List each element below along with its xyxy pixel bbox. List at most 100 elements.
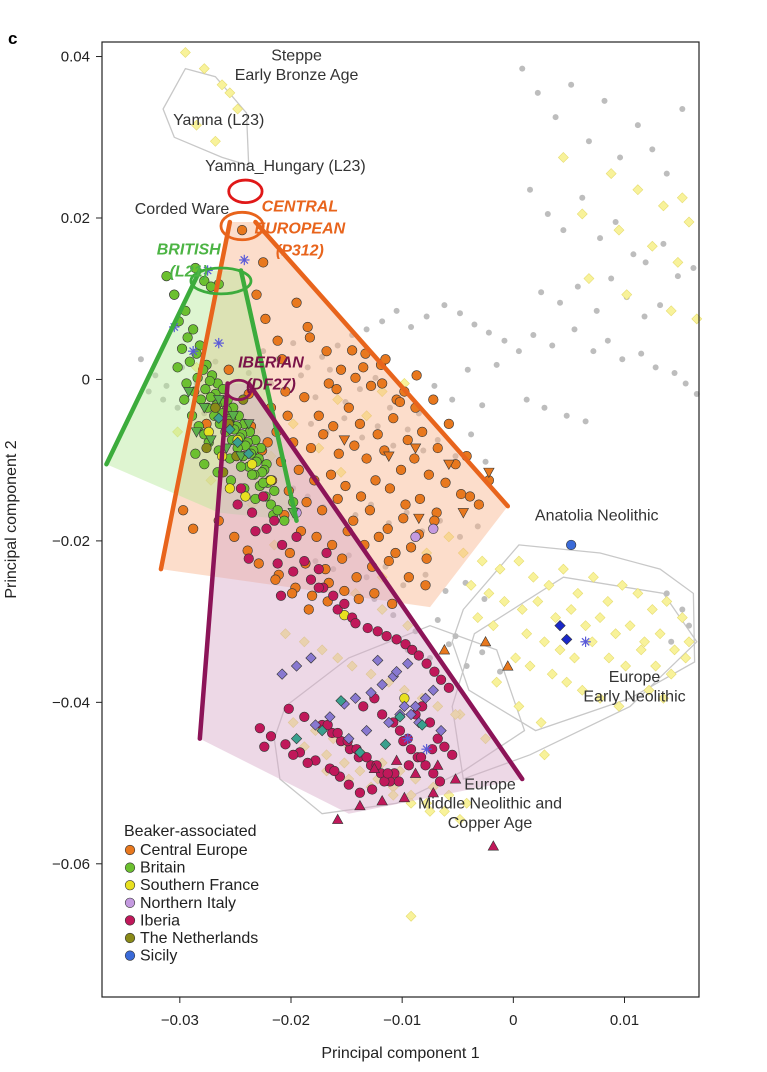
data-point-circle — [361, 752, 372, 763]
reference-point-grey — [638, 350, 645, 357]
data-point-circle — [282, 410, 293, 421]
data-point-circle — [272, 558, 283, 569]
reference-point-grey — [393, 307, 400, 314]
reference-point-yellow — [450, 709, 461, 720]
data-point-circle — [381, 631, 392, 642]
reference-point-yellow — [487, 620, 499, 632]
reference-point-grey — [452, 633, 459, 640]
reference-point-yellow — [521, 628, 533, 640]
data-point-triangle-up — [376, 795, 388, 806]
data-point-circle — [394, 725, 406, 736]
plot-frame — [101, 41, 700, 998]
reference-point-yellow — [209, 135, 221, 147]
reference-point-grey — [390, 612, 397, 619]
reference-point-grey — [685, 622, 692, 629]
reference-point-grey — [657, 302, 664, 309]
reference-point-grey — [552, 114, 559, 121]
reference-point-grey — [330, 566, 337, 573]
reference-point-grey — [479, 649, 486, 656]
reference-point-yellow — [550, 612, 562, 624]
data-point-diamond — [354, 746, 366, 759]
data-point-circle — [394, 396, 406, 408]
reference-point-grey — [442, 587, 449, 594]
reference-point-yellow — [287, 717, 299, 728]
data-point-circle — [277, 539, 288, 551]
data-point-circle — [246, 469, 258, 480]
data-point-triangle-up — [432, 759, 444, 770]
group-label: (DF27) — [246, 376, 296, 393]
reference-point-yellow — [635, 644, 647, 656]
data-point-circle — [421, 553, 432, 564]
data-point-circle — [291, 297, 302, 308]
data-point-circle — [387, 598, 398, 609]
legend-label: The Netherlands — [140, 930, 258, 947]
data-point-star — [580, 636, 591, 648]
data-point-circle — [305, 574, 317, 585]
legend-label: Northern Italy — [140, 895, 236, 912]
reference-point-grey — [660, 240, 667, 247]
data-point-circle — [420, 580, 431, 591]
reference-point-grey — [363, 574, 370, 581]
data-point-circle — [339, 585, 350, 597]
reference-point-yellow — [232, 103, 244, 115]
data-point-circle — [333, 448, 344, 459]
data-point-circle — [188, 324, 199, 335]
data-point-circle — [284, 547, 295, 559]
reference-point-grey — [493, 361, 500, 368]
reference-point-grey — [530, 332, 537, 339]
reference-point-grey — [379, 318, 386, 325]
reference-point-yellow — [676, 192, 688, 204]
legend-marker — [124, 897, 136, 908]
data-point-circle — [339, 598, 350, 609]
legend-marker — [124, 880, 136, 891]
reference-point-yellow — [569, 652, 580, 664]
legend-marker — [124, 950, 136, 961]
reference-point-yellow — [586, 636, 598, 648]
group-ellipse — [189, 266, 253, 296]
reference-point-yellow — [613, 224, 625, 236]
data-point-circle — [410, 531, 421, 542]
data-point-triangle-down — [183, 387, 195, 398]
reference-point-yellow — [661, 596, 673, 607]
reference-point-grey — [671, 369, 678, 376]
axes: −0.03 −0.02 −0.01 0 0.01 0.04 0.02 0 −0.02 −0.04 −… — [52, 49, 639, 1029]
reference-point-yellow — [480, 733, 491, 745]
reference-point-yellow — [338, 757, 350, 769]
star-stroke — [581, 637, 590, 646]
reference-point-grey — [482, 458, 489, 465]
data-point-diamond — [343, 733, 355, 745]
reference-point-yellow — [476, 555, 488, 567]
reference-point-grey — [260, 348, 267, 355]
reference-point-yellow — [376, 604, 388, 615]
data-point-circle — [405, 542, 417, 553]
reference-point-grey — [563, 412, 570, 419]
reference-point-yellow — [179, 47, 191, 58]
reference-point-yellow — [443, 531, 455, 543]
data-point-circle — [265, 475, 277, 486]
reference-point-grey — [597, 235, 604, 242]
legend-marker — [124, 844, 136, 856]
data-point-circle — [329, 765, 340, 777]
data-point-circle — [305, 442, 317, 454]
data-point-triangle-up — [438, 644, 451, 655]
data-point-triangle-down — [205, 435, 217, 446]
reference-point-yellow — [472, 612, 484, 624]
reference-point-grey — [359, 434, 366, 441]
data-point-circle — [367, 784, 378, 795]
reference-point-grey — [601, 97, 608, 104]
data-point-diamond — [394, 711, 406, 723]
data-point-diamond — [372, 654, 384, 666]
data-point-diamond — [435, 724, 447, 737]
reference-point-yellow — [216, 79, 228, 91]
reference-point-yellow — [557, 563, 569, 575]
reference-point-yellow — [421, 797, 433, 809]
data-point-circle — [265, 731, 277, 742]
data-point-circle — [417, 426, 428, 438]
data-point-circle — [287, 588, 298, 599]
data-point-circle — [373, 531, 384, 542]
reference-point-grey — [649, 146, 656, 153]
reference-point-grey — [479, 402, 486, 409]
star-stroke — [240, 255, 249, 265]
data-point-circle — [318, 429, 329, 440]
reference-point-yellow — [539, 636, 550, 648]
